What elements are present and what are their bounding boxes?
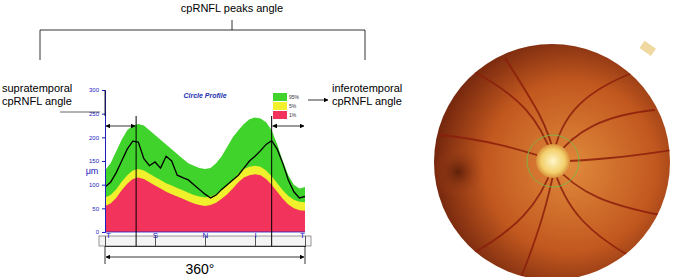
y-tick-label: 50 (92, 206, 99, 212)
label-pointer (60, 112, 100, 113)
vessel (470, 165, 553, 255)
vessel (470, 70, 553, 158)
y-tick: 50 (92, 206, 105, 212)
y-tick-label: 100 (89, 182, 100, 188)
y-tick-mark (102, 232, 105, 233)
y-tick-label: 300 (89, 87, 100, 93)
y-axis-line (102, 91, 106, 233)
x-tick: T (106, 231, 112, 246)
vessel (440, 135, 553, 160)
y-tick-label: 200 (89, 135, 100, 141)
fundus-photo (432, 41, 672, 277)
y-tick: 150 (89, 158, 105, 164)
legend-label: 1% (289, 112, 297, 118)
optic-disc (536, 144, 570, 178)
angle-arrow (106, 126, 135, 127)
y-tick: 100 (89, 182, 105, 188)
chart-title: Circle Profile (183, 92, 226, 99)
y-tick-mark (102, 208, 105, 209)
legend: 95% 5% 1% (273, 93, 300, 119)
supratemporal-label: supratemporalcpRNFL angle (2, 82, 72, 107)
peak-line (136, 116, 137, 246)
x-tick: I (254, 231, 256, 246)
supratemporal-label-line: cpRNFL angle (2, 95, 72, 107)
supratemporal-label-line: supratemporal (2, 82, 72, 94)
legend-label: 95% (289, 94, 300, 100)
annotations: cpRNFL peaks anglesupratemporalcpRNFL an… (2, 2, 402, 277)
x-tick-mark (305, 236, 306, 246)
y-tick-mark (102, 185, 105, 186)
plot-background (105, 90, 305, 232)
y-tick: 0 (96, 229, 105, 235)
band-area (105, 117, 305, 232)
y-tick-mark (102, 161, 105, 162)
peak-line (271, 116, 272, 246)
vessel (553, 110, 655, 160)
vessel (553, 150, 672, 162)
figure: 050100150200250300μmTSNITCircle Profile9… (0, 0, 675, 277)
y-tick-mark (102, 137, 105, 138)
vessel (505, 58, 555, 158)
angle-arrow (273, 126, 304, 127)
macula (432, 146, 484, 198)
x-baseline (105, 232, 305, 233)
legend-swatch (273, 102, 287, 110)
band-area (105, 166, 305, 232)
legend-label: 5% (289, 103, 297, 109)
label-pointer (308, 100, 328, 101)
legend-swatch (273, 111, 287, 119)
plot-marks (105, 117, 305, 232)
x-tick: S (153, 231, 158, 246)
band-area (105, 174, 305, 232)
y-axis: 050100150200250300 (89, 87, 106, 235)
y-tick: 300 (89, 87, 105, 93)
span-label: 360° (186, 261, 215, 277)
vessel (520, 166, 555, 277)
range-start-line (105, 90, 106, 116)
inferotemporal-label-line: inferotemporal (332, 82, 402, 94)
vessel (553, 164, 660, 215)
bracket (40, 20, 365, 60)
y-tick-label: 0 (96, 229, 100, 235)
scan-circle (527, 135, 579, 187)
x-axis: TSNIT (106, 231, 306, 247)
x-tick: T (300, 231, 305, 246)
y-tick-mark (102, 90, 105, 91)
span-arrow (106, 257, 304, 258)
y-tick: 200 (89, 135, 105, 141)
y-tick-mark (102, 114, 105, 115)
inferotemporal-label-line: cpRNFL angle (332, 95, 402, 107)
x-tick: N (203, 231, 209, 246)
y-tick-label: 150 (89, 158, 100, 164)
y-axis-label: μm (86, 166, 99, 176)
fundus-detail (432, 58, 672, 277)
profile-line (105, 141, 305, 198)
vessel (553, 165, 640, 262)
bracket-label: cpRNFL peaks angle (181, 2, 283, 14)
fundus-notch (639, 41, 656, 56)
legend-swatch (273, 93, 287, 101)
inferotemporal-label: inferotemporalcpRNFL angle (332, 82, 402, 107)
